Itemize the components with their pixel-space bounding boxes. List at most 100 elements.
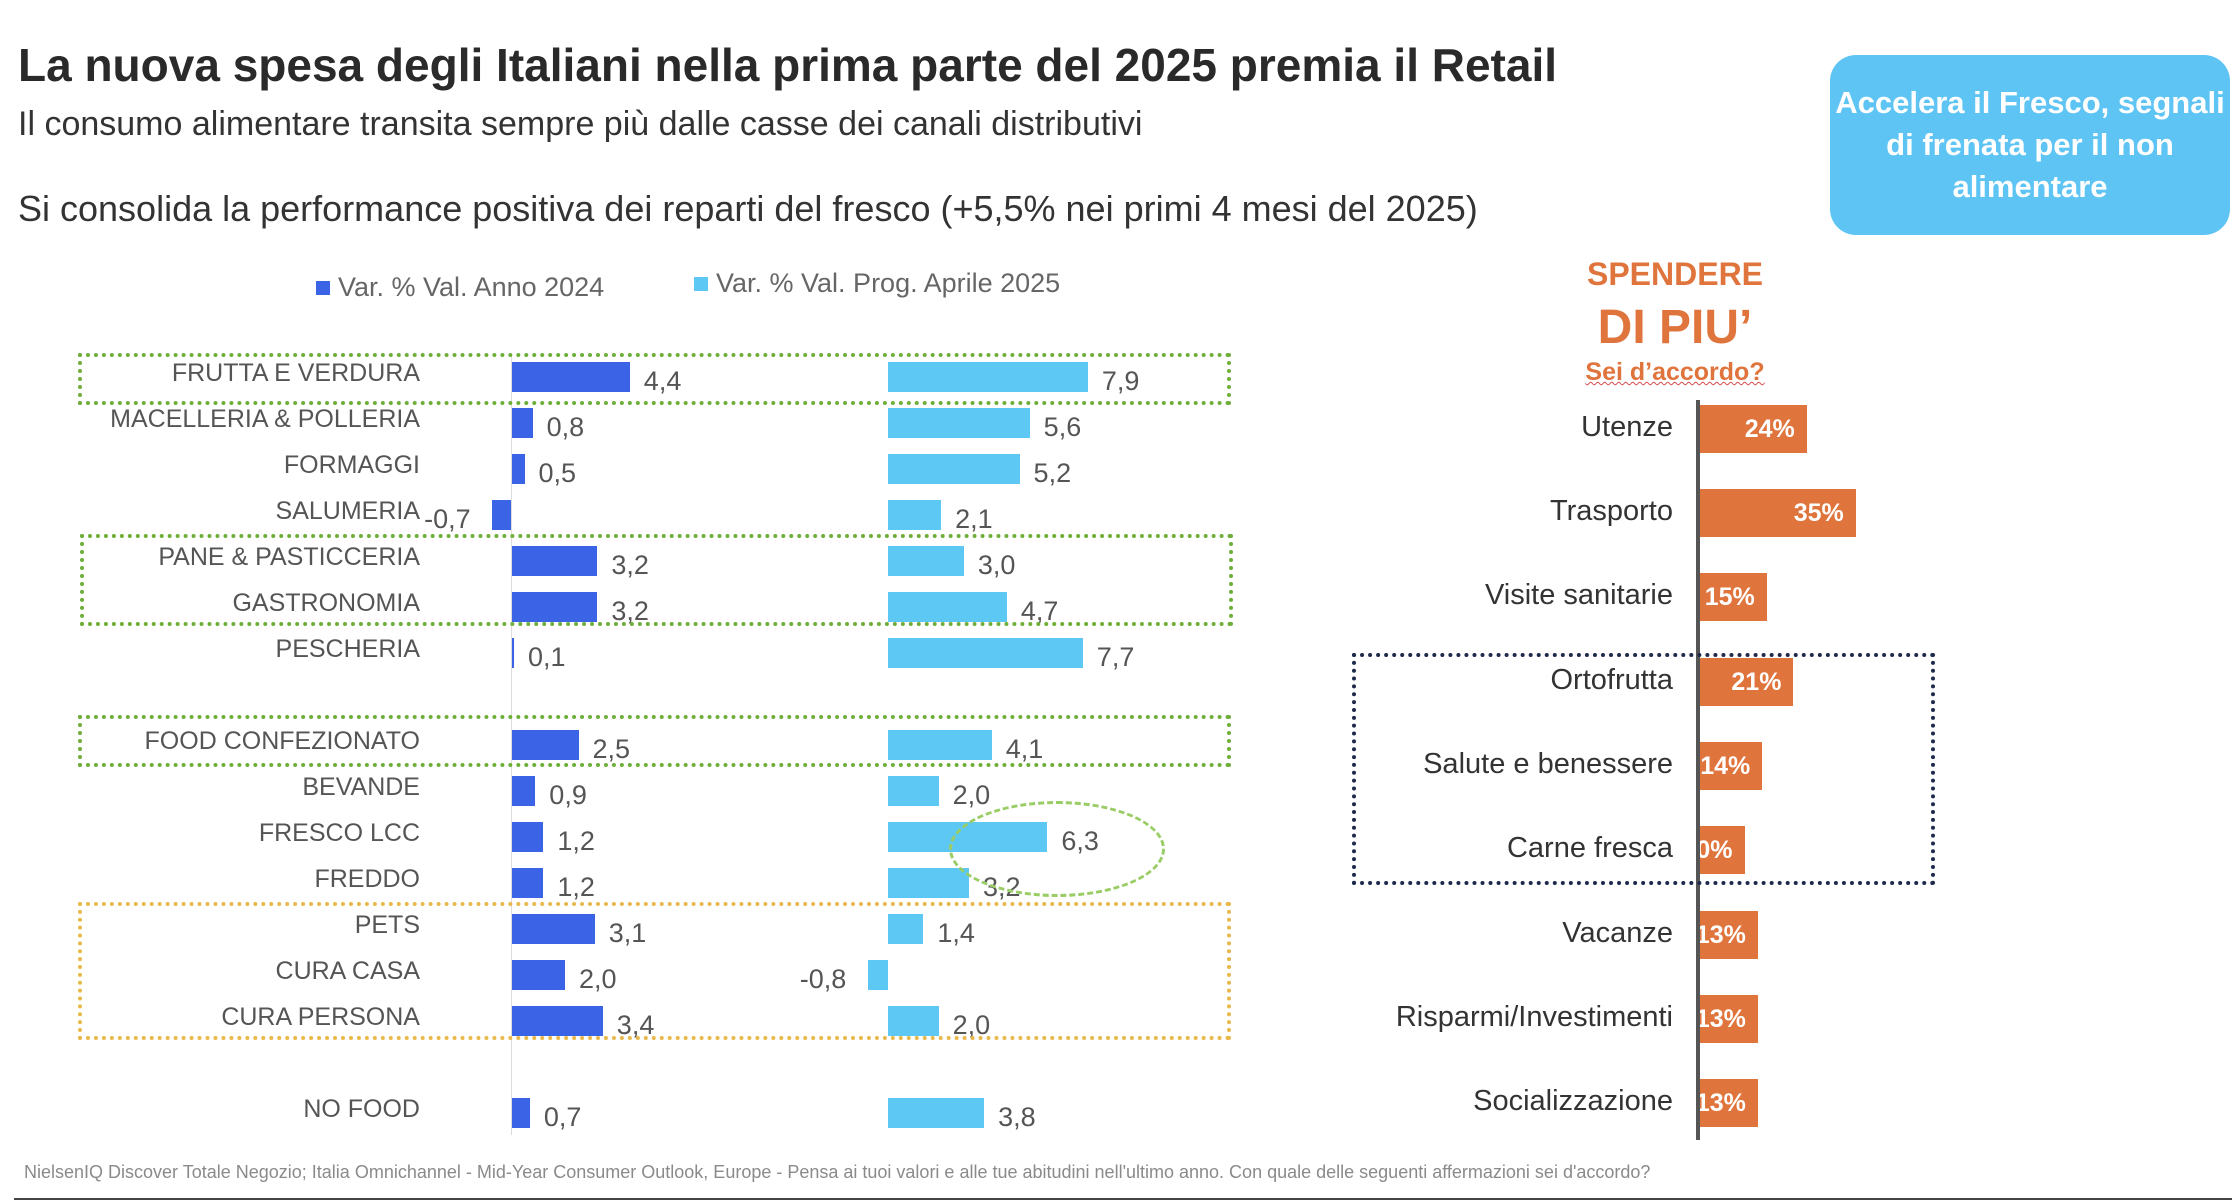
category-label: FRUTTA E VERDURA	[171, 359, 420, 387]
footer-divider	[14, 1198, 2232, 1200]
category-label: GASTRONOMIA	[232, 589, 420, 617]
category-label: MACELLERIA & POLLERIA	[110, 405, 420, 433]
value-label-2024: 0,5	[538, 458, 577, 488]
highlight-non-food	[78, 902, 1231, 1040]
right-bar	[1700, 573, 1767, 621]
right-value-label: 13%	[1695, 921, 1746, 949]
value-label-2025: 1,4	[937, 918, 975, 948]
bar-2024	[511, 638, 514, 668]
highlight-pane-gastronomia	[80, 534, 1233, 626]
bar-2024	[511, 822, 544, 852]
right-chart-subtitle: Sei d’accordo?	[1585, 358, 1765, 386]
source-note: NielsenIQ Discover Totale Negozio; Itali…	[24, 1162, 1651, 1182]
right-value-label: 21%	[1731, 668, 1782, 696]
right-bar	[1700, 489, 1856, 537]
callout-box: Accelera il Fresco, segnali di frenata p…	[1830, 55, 2230, 235]
page-subtitle: Il consumo alimentare transita sempre pi…	[18, 105, 1143, 143]
value-label-2024: 4,4	[643, 366, 682, 396]
right-value-label: 15%	[1704, 583, 1755, 611]
value-label-2024: 2,0	[579, 964, 617, 994]
bar-2025	[888, 454, 1020, 484]
bar-2025	[867, 960, 888, 990]
bar-2024	[511, 1098, 530, 1128]
right-bar	[1700, 742, 1763, 790]
value-label-2024: 1,2	[557, 826, 595, 856]
bar-2024	[511, 730, 579, 760]
page-subtitle-fresco: Si consolida la performance positiva dei…	[18, 188, 1478, 229]
bar-2024	[511, 592, 598, 622]
page-title: La nuova spesa degli Italiani nella prim…	[18, 39, 1558, 91]
highlight-food-spending	[1352, 653, 1935, 885]
right-category-label: Vacanze	[1562, 917, 1673, 949]
right-category-label: Carne fresca	[1506, 832, 1673, 864]
legend-swatch-2024	[316, 280, 330, 295]
bar-2025	[888, 730, 992, 760]
value-label-2024: 3,4	[616, 1010, 655, 1040]
right-bar	[1700, 658, 1794, 706]
right-category-label: Risparmi/Investimenti	[1395, 1001, 1673, 1033]
bar-2025	[888, 1098, 985, 1128]
value-label-2025: 3,8	[998, 1102, 1036, 1132]
legend-label-2025: Var. % Val. Prog. Aprile 2025	[716, 268, 1061, 298]
bar-2024	[511, 776, 536, 806]
legend-2025: Var. % Val. Prog. Aprile 2025	[694, 268, 1060, 299]
right-bar	[1700, 995, 1758, 1043]
callout-text: Accelera il Fresco, segnali di frenata p…	[1835, 85, 2225, 204]
highlight-frutta	[78, 353, 1231, 405]
bar-2024	[511, 454, 525, 484]
value-label-2024: 0,1	[528, 642, 566, 672]
axis-2024	[511, 355, 512, 1135]
bar-2025	[888, 1006, 939, 1036]
category-label: FRESCO LCC	[258, 819, 420, 847]
right-category-label: Salute e benessere	[1423, 748, 1673, 780]
right-chart-title-big: DI PIU’	[1597, 301, 1753, 354]
bar-2024	[511, 914, 595, 944]
category-label: SALUMERIA	[275, 497, 420, 525]
category-label: FOOD CONFEZIONATO	[144, 727, 420, 755]
value-label-2025: 7,7	[1096, 642, 1135, 672]
value-label-2024: 3,2	[611, 550, 649, 580]
value-label-2025: 7,9	[1101, 366, 1140, 396]
category-label: CURA CASA	[275, 957, 420, 985]
bar-2024	[511, 1006, 603, 1036]
right-value-label: 24%	[1744, 415, 1795, 443]
legend-swatch-2025	[694, 276, 708, 291]
value-label-2025: 5,6	[1043, 412, 1082, 442]
bar-2024	[511, 408, 533, 438]
right-category-label: Ortofrutta	[1550, 664, 1674, 696]
value-label-2024: -0,7	[424, 504, 471, 534]
value-label-2024: 0,8	[546, 412, 585, 442]
value-label-2025: 3,0	[977, 550, 1016, 580]
bar-2025	[888, 638, 1083, 668]
bar-2024	[511, 960, 565, 990]
legend-2024: Var. % Val. Anno 2024	[316, 272, 604, 303]
category-label: FORMAGGI	[283, 451, 420, 479]
bar-2025	[888, 500, 942, 530]
bar-2025	[888, 546, 964, 576]
value-label-2024: 2,5	[592, 734, 631, 764]
value-label-2025: -0,8	[799, 964, 847, 994]
right-chart-title: SPENDERE	[1586, 256, 1764, 292]
bar-2024	[492, 500, 511, 530]
bar-2024	[511, 868, 544, 898]
right-category-label: Utenze	[1581, 411, 1673, 443]
value-label-2025: 4,1	[1005, 734, 1044, 764]
value-label-2025: 2,0	[952, 780, 991, 810]
value-label-2024: 3,2	[611, 596, 649, 626]
category-label: CURA PERSONA	[221, 1003, 420, 1031]
right-value-label: 13%	[1695, 1089, 1746, 1117]
value-label-2024: 0,9	[549, 780, 587, 810]
right-bar	[1700, 405, 1807, 453]
right-value-label: 35%	[1793, 499, 1844, 527]
bar-2025	[888, 776, 939, 806]
right-value-label: 13%	[1695, 1005, 1746, 1033]
right-category-label: Socializzazione	[1473, 1085, 1673, 1117]
value-label-2024: 1,2	[557, 872, 595, 902]
category-label: FREDDO	[314, 865, 420, 893]
bar-2025	[888, 408, 1030, 438]
category-label: PETS	[354, 911, 420, 939]
bar-2024	[511, 362, 630, 392]
value-label-2025: 4,7	[1020, 596, 1059, 626]
value-label-2024: 0,7	[543, 1102, 582, 1132]
category-label: NO FOOD	[303, 1095, 420, 1123]
